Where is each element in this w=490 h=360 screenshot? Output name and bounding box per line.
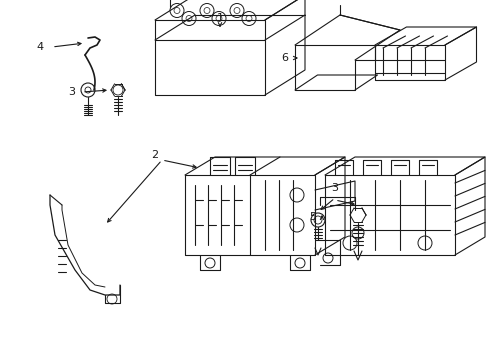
Text: 5: 5	[310, 212, 317, 222]
Text: 2: 2	[151, 150, 159, 160]
Text: 4: 4	[36, 42, 44, 52]
Text: 1: 1	[217, 13, 223, 23]
Text: 6: 6	[281, 53, 289, 63]
Text: 3: 3	[69, 87, 75, 97]
Text: 3: 3	[332, 183, 339, 193]
